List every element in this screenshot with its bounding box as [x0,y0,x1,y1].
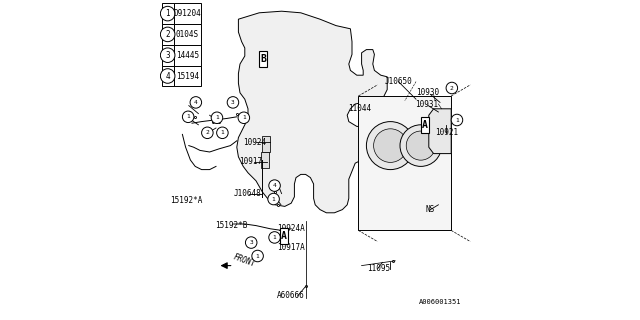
Circle shape [400,125,442,166]
Circle shape [374,129,407,163]
Circle shape [246,237,257,248]
Text: 1: 1 [215,115,219,120]
Circle shape [268,193,280,205]
Text: 3: 3 [165,51,170,60]
Text: 4: 4 [165,71,170,81]
Text: 1: 1 [455,117,459,123]
Text: 10931: 10931 [415,100,438,108]
Circle shape [238,112,250,124]
Circle shape [161,48,175,62]
Text: 1: 1 [273,235,276,240]
Text: 15192*A: 15192*A [170,196,202,205]
Text: 0104S: 0104S [176,30,199,39]
Text: 1: 1 [256,253,259,259]
Text: A60666: A60666 [277,292,305,300]
Circle shape [216,127,228,139]
FancyBboxPatch shape [174,24,201,45]
Text: 14445: 14445 [176,51,199,60]
Bar [259,51,267,67]
FancyBboxPatch shape [161,45,174,66]
Circle shape [451,114,463,126]
Text: 10924A: 10924A [276,224,305,233]
Text: 3: 3 [250,240,253,245]
FancyBboxPatch shape [161,24,174,45]
Circle shape [190,97,202,108]
Polygon shape [358,96,451,230]
Text: 2: 2 [165,30,170,39]
Text: 1: 1 [221,130,224,135]
Text: B: B [260,54,266,64]
FancyBboxPatch shape [174,45,201,66]
Bar [421,117,429,133]
Text: 2: 2 [205,130,209,135]
Circle shape [366,122,415,170]
Text: 1: 1 [186,114,190,119]
Circle shape [202,127,213,139]
Text: 1: 1 [272,196,275,202]
Circle shape [269,232,280,243]
Circle shape [446,82,458,94]
Text: J10650: J10650 [385,77,412,86]
Text: 4: 4 [273,183,276,188]
Text: 15194: 15194 [176,71,199,81]
Text: 1: 1 [165,9,170,18]
Text: 10930: 10930 [415,88,439,97]
Text: 2: 2 [450,85,454,91]
Text: 10917A: 10917A [276,244,305,252]
Text: 10924: 10924 [243,138,266,147]
Text: 1: 1 [242,115,246,120]
Circle shape [227,97,239,108]
Text: 3: 3 [231,100,235,105]
Text: 4: 4 [194,100,198,105]
Text: 10917: 10917 [239,157,262,166]
Circle shape [269,180,280,191]
Text: NS: NS [426,205,435,214]
Circle shape [252,250,264,262]
Polygon shape [429,109,451,154]
Text: D91204: D91204 [173,9,201,18]
Text: FRONT: FRONT [232,252,257,269]
Polygon shape [262,136,270,152]
Text: A: A [281,231,287,241]
Text: 15192*B: 15192*B [215,221,247,230]
Text: A006001351: A006001351 [419,300,461,305]
Bar [280,228,288,244]
FancyBboxPatch shape [161,66,174,86]
Circle shape [406,131,435,160]
Text: J10648: J10648 [233,189,261,198]
FancyBboxPatch shape [174,66,201,86]
Circle shape [161,27,175,42]
FancyBboxPatch shape [161,3,174,24]
Text: A: A [422,120,428,130]
Text: 10921: 10921 [435,128,458,137]
Text: 11044: 11044 [348,104,372,113]
Circle shape [161,69,175,83]
Circle shape [182,111,194,123]
Polygon shape [261,152,269,168]
Circle shape [211,112,223,124]
Polygon shape [237,11,387,213]
Circle shape [161,6,175,21]
Text: 11095: 11095 [367,264,390,273]
FancyBboxPatch shape [174,3,201,24]
